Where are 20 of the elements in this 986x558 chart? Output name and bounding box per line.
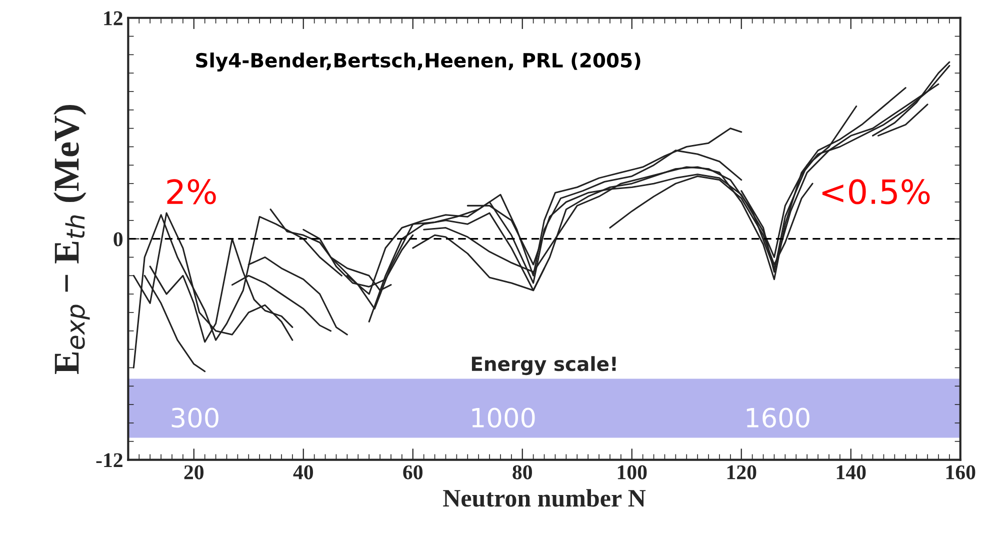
annotation: 1600 [746,408,810,428]
x-tick-label: 100 [618,465,647,480]
x-tick-label: 140 [836,465,866,480]
y-tick-label: -12 [96,453,122,468]
x-tick-label: 160 [946,465,976,480]
annotation: Sly4-Bender,Bertsch,Heenen, PRL (2005) [196,52,640,72]
y-tick-label: 12 [104,11,122,26]
annotation: 2% [167,179,216,204]
x-tick-label: 80 [512,465,532,480]
x-axis-title: Neutron number N [443,489,646,507]
annotation: 1000 [472,408,535,428]
band-label: Energy scale! [472,356,616,376]
annotation: <0.5% [822,179,930,204]
x-tick-label: 60 [403,465,422,480]
x-tick-label: 20 [184,465,204,480]
annotation: 300 [172,408,218,428]
y-axis-title: E$_{exp}$ − E$_{th}$ (MeV) [54,104,90,374]
x-tick-label: 40 [293,465,313,480]
y-tick-label: 0 [114,232,123,246]
x-tick-label: 120 [727,465,756,480]
